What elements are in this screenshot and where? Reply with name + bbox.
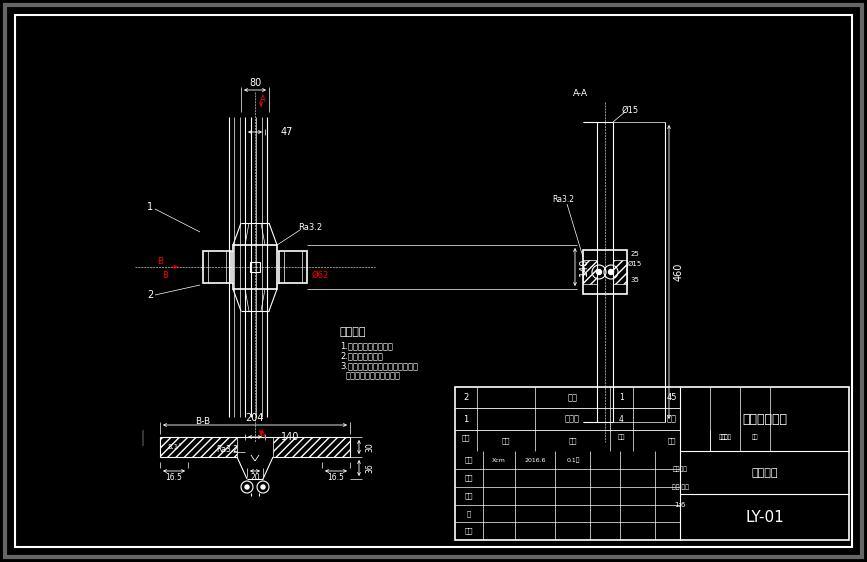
- Text: B-B: B-B: [195, 418, 211, 427]
- Text: 2: 2: [147, 290, 153, 300]
- Text: B: B: [162, 271, 168, 280]
- Text: 数量: 数量: [618, 435, 625, 441]
- Text: 技术要求: 技术要求: [340, 327, 367, 337]
- Text: 35: 35: [630, 277, 640, 283]
- Text: 审定: 审定: [465, 492, 473, 499]
- Text: 设计: 设计: [752, 435, 759, 441]
- Text: 按坤装置: 按坤装置: [751, 468, 778, 478]
- Text: 备注: 备注: [721, 435, 728, 441]
- Text: LY-01: LY-01: [745, 510, 784, 524]
- Text: 并防止零件表面的孕裂。: 并防止零件表面的孕裂。: [346, 371, 401, 380]
- Circle shape: [609, 270, 614, 274]
- Text: Ra3.2: Ra3.2: [216, 446, 238, 455]
- Text: 45: 45: [666, 393, 677, 402]
- Bar: [203, 251, 231, 283]
- Text: Ø15: Ø15: [622, 106, 639, 115]
- Text: 序号: 序号: [462, 434, 470, 441]
- Text: 80: 80: [249, 78, 261, 88]
- Text: 204: 204: [245, 413, 264, 423]
- Text: 36: 36: [366, 463, 375, 473]
- Text: Ra3.2: Ra3.2: [298, 223, 322, 232]
- Text: 1: 1: [463, 415, 469, 424]
- Text: 青岛理工大学: 青岛理工大学: [742, 413, 787, 425]
- Text: 1.进行高频时效处理；: 1.进行高频时效处理；: [340, 342, 393, 351]
- Bar: [279, 251, 307, 283]
- Text: A-A: A-A: [572, 89, 588, 98]
- Bar: [583, 260, 597, 284]
- Bar: [583, 250, 627, 294]
- Text: 1: 1: [147, 202, 153, 212]
- Text: 2.去除毛刊飞边；: 2.去除毛刊飞边；: [340, 351, 383, 360]
- Bar: [455, 387, 849, 540]
- Text: 140: 140: [579, 258, 589, 276]
- Text: 8.1°: 8.1°: [167, 444, 182, 450]
- Text: 材料: 材料: [668, 437, 675, 444]
- Text: Ø62: Ø62: [311, 270, 329, 279]
- Text: 核: 核: [466, 510, 471, 516]
- Text: Ø15: Ø15: [628, 261, 642, 267]
- Text: B: B: [157, 256, 163, 265]
- Text: 零件图号: 零件图号: [719, 435, 732, 441]
- Text: 工艺: 工艺: [465, 528, 473, 534]
- Text: 140: 140: [281, 432, 299, 442]
- Bar: [233, 245, 277, 289]
- Text: 名称: 名称: [568, 437, 577, 444]
- Text: 橡胶: 橡胶: [667, 415, 676, 424]
- Text: 1: 1: [619, 393, 624, 402]
- Text: 16.5: 16.5: [166, 473, 182, 482]
- Text: 2: 2: [463, 393, 469, 402]
- Text: 1:6: 1:6: [675, 501, 686, 507]
- Text: 16.5: 16.5: [328, 473, 344, 482]
- Text: 4: 4: [619, 415, 624, 424]
- Text: 重量 比例: 重量 比例: [672, 484, 688, 490]
- Text: 25: 25: [630, 251, 639, 257]
- Text: Xcm: Xcm: [492, 457, 506, 463]
- Circle shape: [261, 485, 265, 489]
- Circle shape: [245, 485, 249, 489]
- Text: 防位标记: 防位标记: [673, 466, 688, 472]
- Text: Ra3.2: Ra3.2: [552, 196, 574, 205]
- Circle shape: [596, 270, 602, 274]
- Text: 47: 47: [281, 127, 293, 137]
- Text: 按坤座: 按坤座: [565, 415, 580, 424]
- Bar: [613, 260, 627, 284]
- Text: 设计: 设计: [465, 474, 473, 481]
- Text: 460: 460: [674, 263, 684, 281]
- Bar: [160, 437, 237, 457]
- Text: 光柱: 光柱: [568, 393, 577, 402]
- Bar: [273, 437, 350, 457]
- Bar: [250, 262, 260, 272]
- Text: A: A: [260, 430, 266, 439]
- Text: 30: 30: [366, 442, 375, 452]
- Text: A: A: [260, 94, 266, 103]
- Text: 2016.6: 2016.6: [525, 457, 545, 463]
- Text: 代号: 代号: [502, 437, 511, 444]
- Text: 标记: 标记: [465, 457, 473, 464]
- Text: 20: 20: [251, 473, 260, 482]
- Text: 3.加工表面上，不应有划痕，碰伤: 3.加工表面上，不应有划痕，碰伤: [340, 361, 418, 370]
- Text: 0.1拆: 0.1拆: [566, 457, 580, 463]
